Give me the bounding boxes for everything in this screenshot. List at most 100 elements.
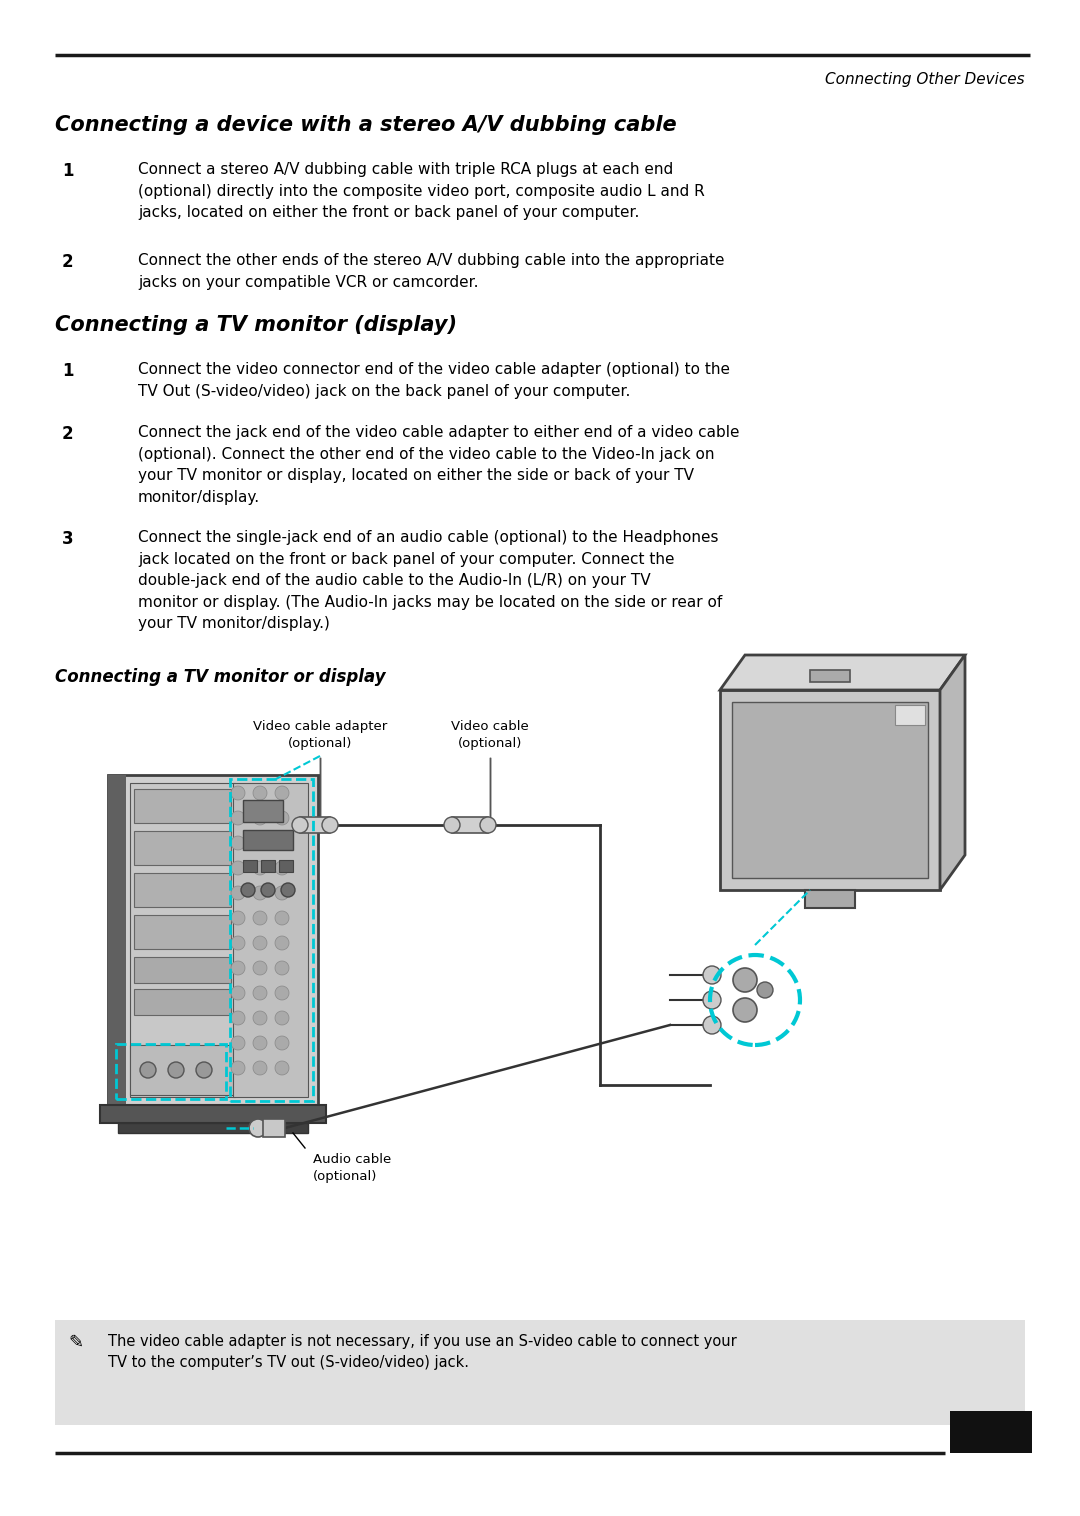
Text: Video cable adapter
(optional): Video cable adapter (optional)	[253, 720, 387, 750]
Text: Connect the video connector end of the video cable adapter (optional) to the
TV : Connect the video connector end of the v…	[138, 362, 730, 399]
Circle shape	[275, 811, 289, 825]
Bar	[108, 775, 126, 1105]
Circle shape	[261, 882, 275, 897]
Circle shape	[231, 1035, 245, 1051]
Text: Connect a stereo A/V dubbing cable with triple RCA plugs at each end
(optional) : Connect a stereo A/V dubbing cable with …	[138, 162, 705, 220]
Text: Connecting a TV monitor (display): Connecting a TV monitor (display)	[55, 315, 457, 335]
Bar	[108, 775, 318, 1105]
Circle shape	[703, 1016, 721, 1034]
Text: Connect the single-jack end of an audio cable (optional) to the Headphones
jack : Connect the single-jack end of an audio …	[138, 531, 723, 631]
Circle shape	[275, 961, 289, 975]
Bar	[895, 705, 924, 725]
Circle shape	[275, 911, 289, 925]
Bar	[279, 860, 293, 872]
Circle shape	[241, 882, 255, 897]
Bar	[134, 957, 231, 982]
Text: Connecting a device with a stereo A/V dubbing cable: Connecting a device with a stereo A/V du…	[55, 115, 677, 135]
Text: 1: 1	[62, 162, 73, 180]
Circle shape	[275, 985, 289, 1001]
Circle shape	[253, 811, 267, 825]
Text: 1: 1	[62, 362, 73, 381]
Circle shape	[733, 998, 757, 1022]
Bar	[118, 1123, 308, 1132]
Circle shape	[253, 935, 267, 951]
Bar	[134, 988, 231, 1016]
Bar	[453, 817, 488, 832]
Bar	[732, 702, 928, 878]
Bar	[233, 782, 308, 1098]
Circle shape	[292, 817, 308, 832]
Circle shape	[195, 1063, 212, 1078]
Circle shape	[275, 935, 289, 951]
Bar	[55, 1320, 1025, 1425]
Circle shape	[253, 835, 267, 850]
Bar	[264, 1119, 285, 1137]
Bar	[243, 800, 283, 822]
Circle shape	[231, 1061, 245, 1075]
Bar	[134, 831, 231, 866]
Circle shape	[231, 785, 245, 800]
Circle shape	[249, 1119, 267, 1137]
Circle shape	[322, 817, 338, 832]
Circle shape	[253, 1011, 267, 1025]
Circle shape	[275, 835, 289, 850]
Bar	[720, 690, 940, 890]
Text: Connecting a TV monitor or display: Connecting a TV monitor or display	[55, 669, 386, 687]
Circle shape	[444, 817, 460, 832]
Circle shape	[253, 1061, 267, 1075]
Circle shape	[733, 969, 757, 991]
Circle shape	[253, 911, 267, 925]
Circle shape	[275, 1061, 289, 1075]
Circle shape	[480, 817, 496, 832]
Bar	[805, 890, 855, 908]
Circle shape	[275, 1035, 289, 1051]
Text: 2: 2	[62, 424, 73, 443]
Circle shape	[275, 885, 289, 901]
Circle shape	[231, 861, 245, 875]
Circle shape	[231, 961, 245, 975]
Bar	[134, 916, 231, 949]
Bar	[116, 1045, 226, 1099]
Circle shape	[231, 935, 245, 951]
Text: The video cable adapter is not necessary, if you use an S-video cable to connect: The video cable adapter is not necessary…	[108, 1334, 737, 1370]
Bar	[243, 860, 257, 872]
Circle shape	[281, 882, 295, 897]
Bar	[810, 670, 850, 682]
Bar	[134, 873, 231, 907]
Circle shape	[231, 1011, 245, 1025]
Polygon shape	[720, 655, 966, 690]
Circle shape	[231, 911, 245, 925]
Circle shape	[757, 982, 773, 998]
Text: Connect the jack end of the video cable adapter to either end of a video cable
(: Connect the jack end of the video cable …	[138, 424, 740, 505]
Bar	[230, 779, 313, 1101]
Bar	[134, 788, 231, 823]
Circle shape	[253, 1035, 267, 1051]
Text: Audio cable
(optional): Audio cable (optional)	[313, 1154, 391, 1182]
Bar	[130, 1045, 235, 1095]
Text: Connecting Other Devices: Connecting Other Devices	[825, 71, 1025, 86]
Circle shape	[275, 1011, 289, 1025]
Text: Connect the other ends of the stereo A/V dubbing cable into the appropriate
jack: Connect the other ends of the stereo A/V…	[138, 253, 725, 290]
Polygon shape	[940, 655, 966, 890]
Bar	[130, 782, 235, 1098]
Text: 75: 75	[976, 1420, 1005, 1440]
Text: ✎: ✎	[68, 1334, 83, 1352]
Circle shape	[140, 1063, 156, 1078]
Circle shape	[231, 885, 245, 901]
Text: 3: 3	[62, 531, 73, 547]
Bar	[300, 817, 330, 832]
Circle shape	[168, 1063, 184, 1078]
Circle shape	[275, 861, 289, 875]
Circle shape	[253, 985, 267, 1001]
Circle shape	[703, 966, 721, 984]
Circle shape	[253, 861, 267, 875]
Circle shape	[253, 785, 267, 800]
Circle shape	[253, 885, 267, 901]
Circle shape	[231, 811, 245, 825]
Bar	[261, 860, 275, 872]
Bar	[100, 1105, 326, 1123]
Bar	[243, 829, 293, 850]
Circle shape	[231, 985, 245, 1001]
Text: 2: 2	[62, 253, 73, 271]
Circle shape	[253, 961, 267, 975]
